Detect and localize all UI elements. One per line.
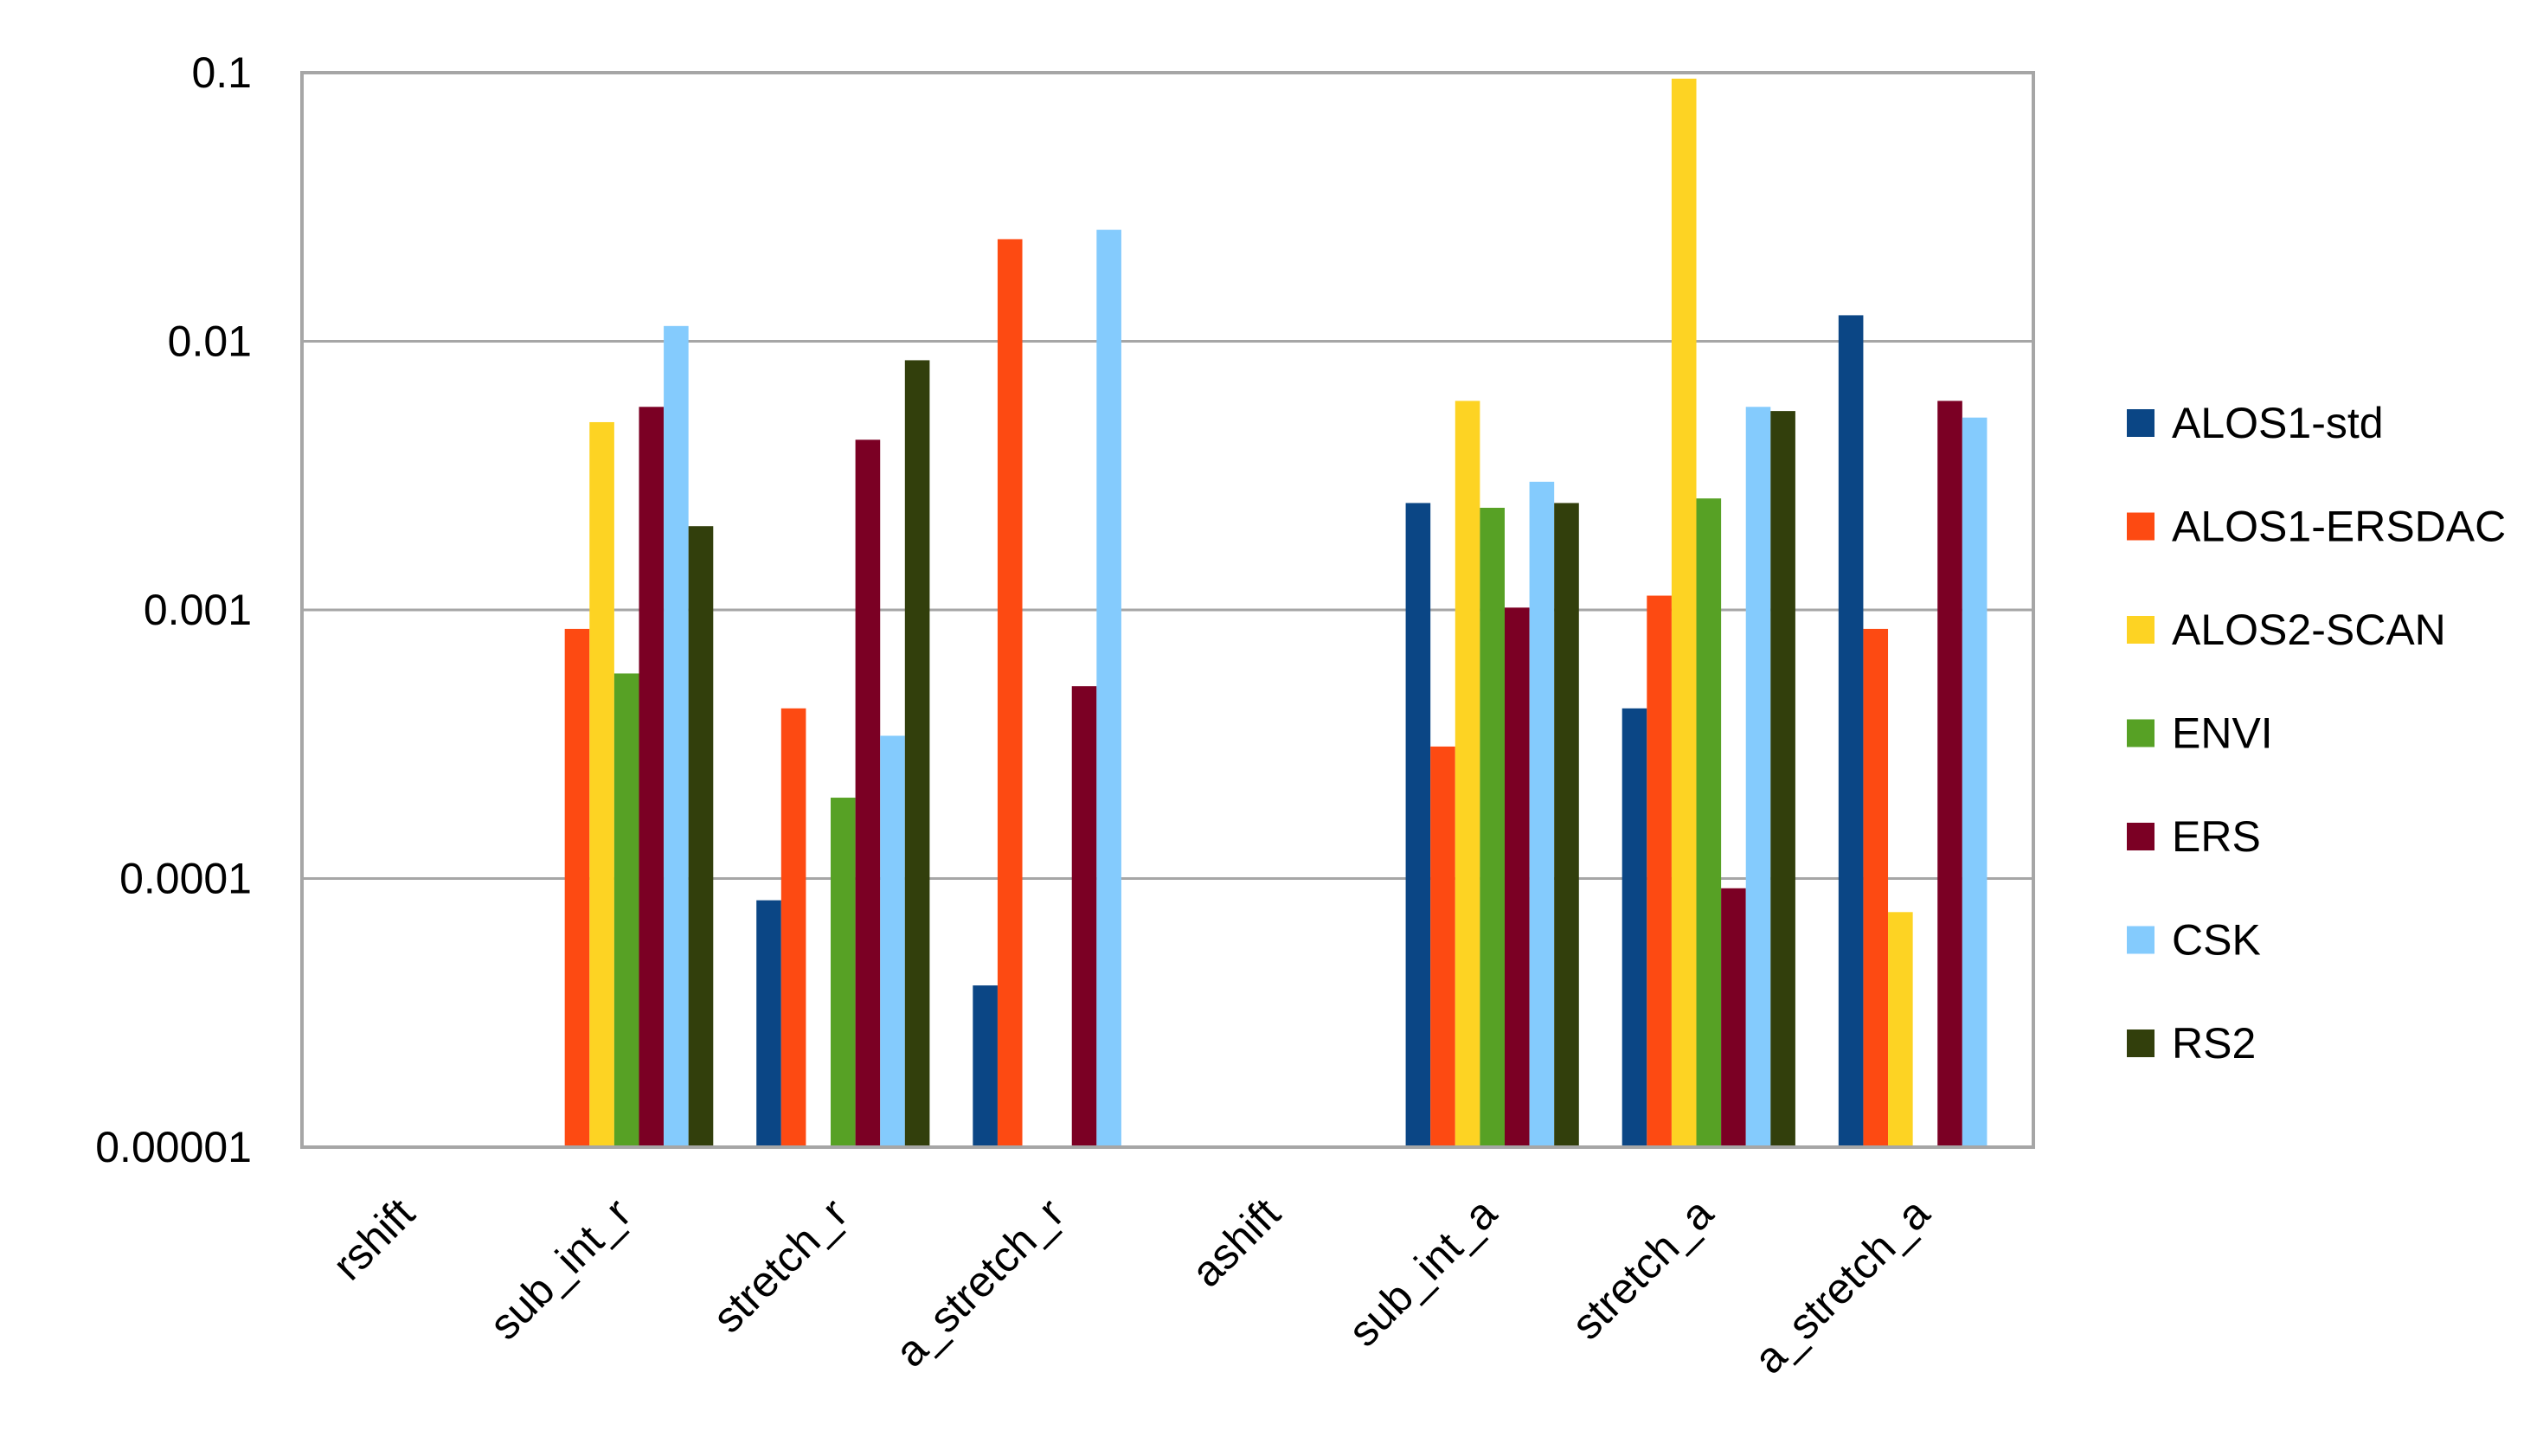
bar-rs2-stretch-a [1770,411,1795,1147]
bar-envi-stretch-r [831,798,856,1147]
bar-ers-sub-int-r [639,407,664,1147]
bar-alos1-ersdac-a-stretch-a [1863,629,1888,1147]
legend-swatch [2127,616,2154,644]
bar-alos1-ersdac-stretch-a [1647,596,1672,1147]
legend-label: RS2 [2172,1019,2256,1068]
bar-csk-stretch-a [1746,407,1771,1147]
bar-csk-a-stretch-r [1096,230,1121,1147]
bar-alos1-std-a-stretch-a [1839,315,1864,1147]
legend-swatch [2127,720,2154,747]
legend-item: ALOS1-std [2127,399,2384,447]
bar-rs2-sub-int-a [1554,503,1579,1147]
bar-csk-sub-int-a [1530,482,1555,1147]
bar-alos1-std-a-stretch-r [973,985,998,1147]
legend-swatch [2127,823,2154,850]
bar-rs2-stretch-r [905,360,930,1147]
legend: ALOS1-std ALOS1-ERSDAC ALOS2-SCAN ENVI ERS CS… [2127,399,2506,1068]
bar-envi-sub-int-a [1480,508,1505,1147]
legend-item: ENVI [2127,709,2273,758]
y-tick-label: 0.1 [191,48,252,97]
legend-label: ALOS1-ERSDAC [2172,503,2506,551]
bar-ers-a-stretch-r [1072,686,1097,1147]
bar-alos1-ersdac-stretch-r [781,709,806,1147]
legend-item: CSK [2127,916,2261,965]
bar-ers-a-stretch-a [1937,401,1962,1147]
legend-item: ALOS2-SCAN [2127,606,2446,654]
bar-csk-stretch-r [880,735,905,1147]
y-tick-label: 0.001 [144,586,252,634]
bars [565,79,1988,1147]
legend-swatch [2127,513,2154,541]
bar-ers-stretch-r [856,439,881,1147]
bar-rs2-sub-int-r [689,526,714,1147]
bar-alos2-scan-sub-int-a [1455,401,1480,1147]
legend-label: ALOS1-std [2172,399,2384,447]
bar-alos2-scan-stretch-a [1672,79,1697,1147]
legend-item: RS2 [2127,1019,2256,1068]
legend-label: ALOS2-SCAN [2172,606,2446,654]
bar-alos2-scan-sub-int-r [589,422,614,1147]
x-tick-label: stretch_r [703,1189,857,1342]
bar-alos1-std-stretch-r [756,901,781,1147]
bar-alos1-ersdac-sub-int-a [1430,747,1455,1147]
legend-swatch [2127,409,2154,437]
y-axis-ticks: 0.1 0.01 0.001 0.0001 0.00001 [95,48,252,1171]
bar-csk-a-stretch-a [1962,418,1988,1147]
legend-label: ENVI [2172,709,2273,758]
legend-item: ERS [2127,812,2261,861]
y-tick-label: 0.01 [168,317,252,366]
x-tick-label: ashift [1182,1189,1289,1296]
bar-alos1-std-stretch-a [1622,709,1647,1147]
legend-swatch [2127,927,2154,954]
bar-alos1-ersdac-a-stretch-r [998,239,1023,1147]
bar-ers-stretch-a [1721,888,1746,1147]
legend-item: ALOS1-ERSDAC [2127,503,2506,551]
bar-envi-stretch-a [1697,498,1722,1147]
x-axis-ticks: rshift sub_int_r stretch_r a_stretch_r ashif… [324,1189,1939,1382]
x-tick-label: sub_int_r [480,1189,640,1349]
bar-alos1-std-sub-int-a [1406,503,1431,1147]
y-tick-label: 0.0001 [119,855,252,903]
x-tick-label: a_stretch_r [886,1189,1073,1376]
x-tick-label: rshift [324,1189,424,1289]
bar-envi-sub-int-r [614,673,639,1147]
legend-label: ERS [2172,812,2261,861]
x-tick-label: sub_int_a [1339,1189,1506,1356]
bar-ers-sub-int-a [1505,607,1530,1147]
x-tick-label: stretch_a [1563,1189,1723,1349]
x-tick-label: a_stretch_a [1744,1189,1938,1382]
bar-alos2-scan-a-stretch-a [1888,912,1913,1147]
legend-swatch [2127,1029,2154,1057]
bar-alos1-ersdac-sub-int-r [565,629,590,1147]
y-tick-label: 0.00001 [95,1123,252,1171]
legend-label: CSK [2172,916,2261,965]
bar-csk-sub-int-r [664,326,689,1147]
